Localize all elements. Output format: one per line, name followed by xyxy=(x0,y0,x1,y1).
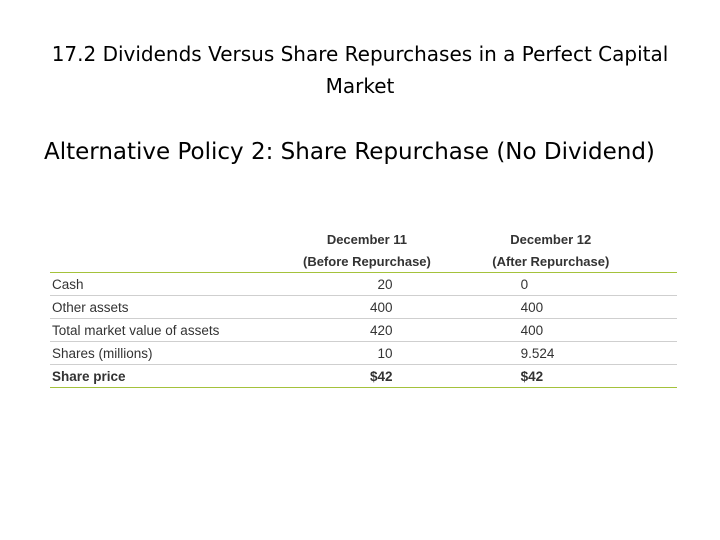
column-header-after-date: December 12 xyxy=(510,231,592,247)
slide-title: 17.2 Dividends Versus Share Repurchases … xyxy=(51,42,669,98)
column-header-after-description: (After Repurchase) xyxy=(444,250,677,273)
table-row-shares: Shares (millions) 10 9.524 xyxy=(50,341,677,365)
row-label: Shares (millions) xyxy=(50,341,280,365)
value-before: 20 xyxy=(279,272,445,296)
column-header-before-description: (Before Repurchase) xyxy=(279,250,445,273)
value-after: 400 xyxy=(444,295,677,319)
row-label: Total market value of assets xyxy=(50,318,280,342)
table-header-row-descriptions: (Before Repurchase) (After Repurchase) xyxy=(50,250,677,273)
value-before: 400 xyxy=(279,295,445,319)
row-label: Other assets xyxy=(50,295,280,319)
header-label-spacer xyxy=(50,228,279,250)
column-header-before-date: December 11 xyxy=(326,231,408,247)
table-row-total-market-value: Total market value of assets 420 400 xyxy=(50,318,677,342)
value-before: 10 xyxy=(279,341,445,365)
slide-subtitle: Alternative Policy 2: Share Repurchase (… xyxy=(44,139,655,165)
row-label: Share price xyxy=(50,364,280,388)
table-row-other-assets: Other assets 400 400 xyxy=(50,295,677,319)
table-row-cash: Cash 20 0 xyxy=(50,272,677,296)
value-before: 420 xyxy=(279,318,445,342)
table-header-row-dates: December 11 December 12 xyxy=(50,228,677,250)
table-row-share-price: Share price $42 $42 xyxy=(50,364,677,388)
repurchase-table-container: December 11 December 12 (Before Repurcha… xyxy=(50,228,677,388)
value-after: 400 xyxy=(444,318,677,342)
value-after: $42 xyxy=(444,364,677,388)
row-label: Cash xyxy=(50,272,280,296)
header-label-spacer xyxy=(50,250,280,273)
value-after: 9.524 xyxy=(444,341,677,365)
value-before: $42 xyxy=(279,364,445,388)
repurchase-table: December 11 December 12 (Before Repurcha… xyxy=(50,228,677,388)
value-after: 0 xyxy=(444,272,677,296)
